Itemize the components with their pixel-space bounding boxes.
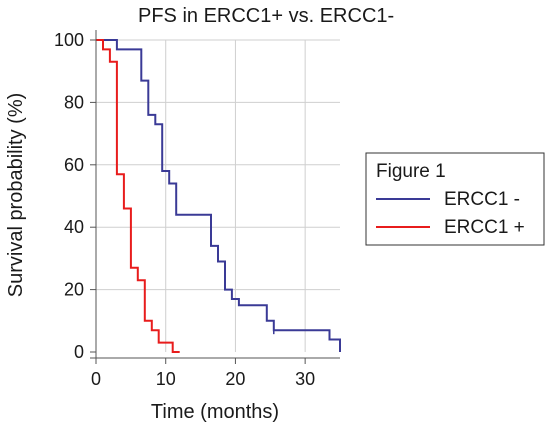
grid-lines	[96, 39, 340, 352]
series-line-0	[96, 39, 341, 352]
x-axis-label: Time (months)	[151, 401, 279, 423]
y-tick-label: 80	[64, 92, 84, 112]
x-tick-label: 30	[295, 369, 315, 389]
series-line-1	[96, 39, 180, 353]
legend: Figure 1 ERCC1 - ERCC1 +	[365, 152, 545, 246]
series-group	[96, 39, 341, 353]
y-tick-label: 20	[64, 280, 84, 300]
legend-title: Figure 1	[376, 161, 446, 182]
x-tick-label: 0	[91, 369, 101, 389]
chart-title: PFS in ERCC1+ vs. ERCC1-	[138, 5, 394, 27]
y-tick-label: 60	[64, 155, 84, 175]
y-tick-label: 100	[54, 30, 84, 50]
x-tick-label: 20	[225, 369, 245, 389]
y-tick-label: 40	[64, 217, 84, 237]
y-ticks: 0 20 40 60 80 100	[54, 30, 96, 362]
x-ticks: 0 10 20 30	[91, 358, 315, 389]
x-tick-label: 10	[156, 369, 176, 389]
legend-label-ercc1-pos: ERCC1 +	[444, 217, 525, 238]
y-tick-label: 0	[74, 342, 84, 362]
legend-label-ercc1-neg: ERCC1 -	[444, 189, 520, 210]
y-axis-label: Survival probability (%)	[5, 93, 27, 298]
